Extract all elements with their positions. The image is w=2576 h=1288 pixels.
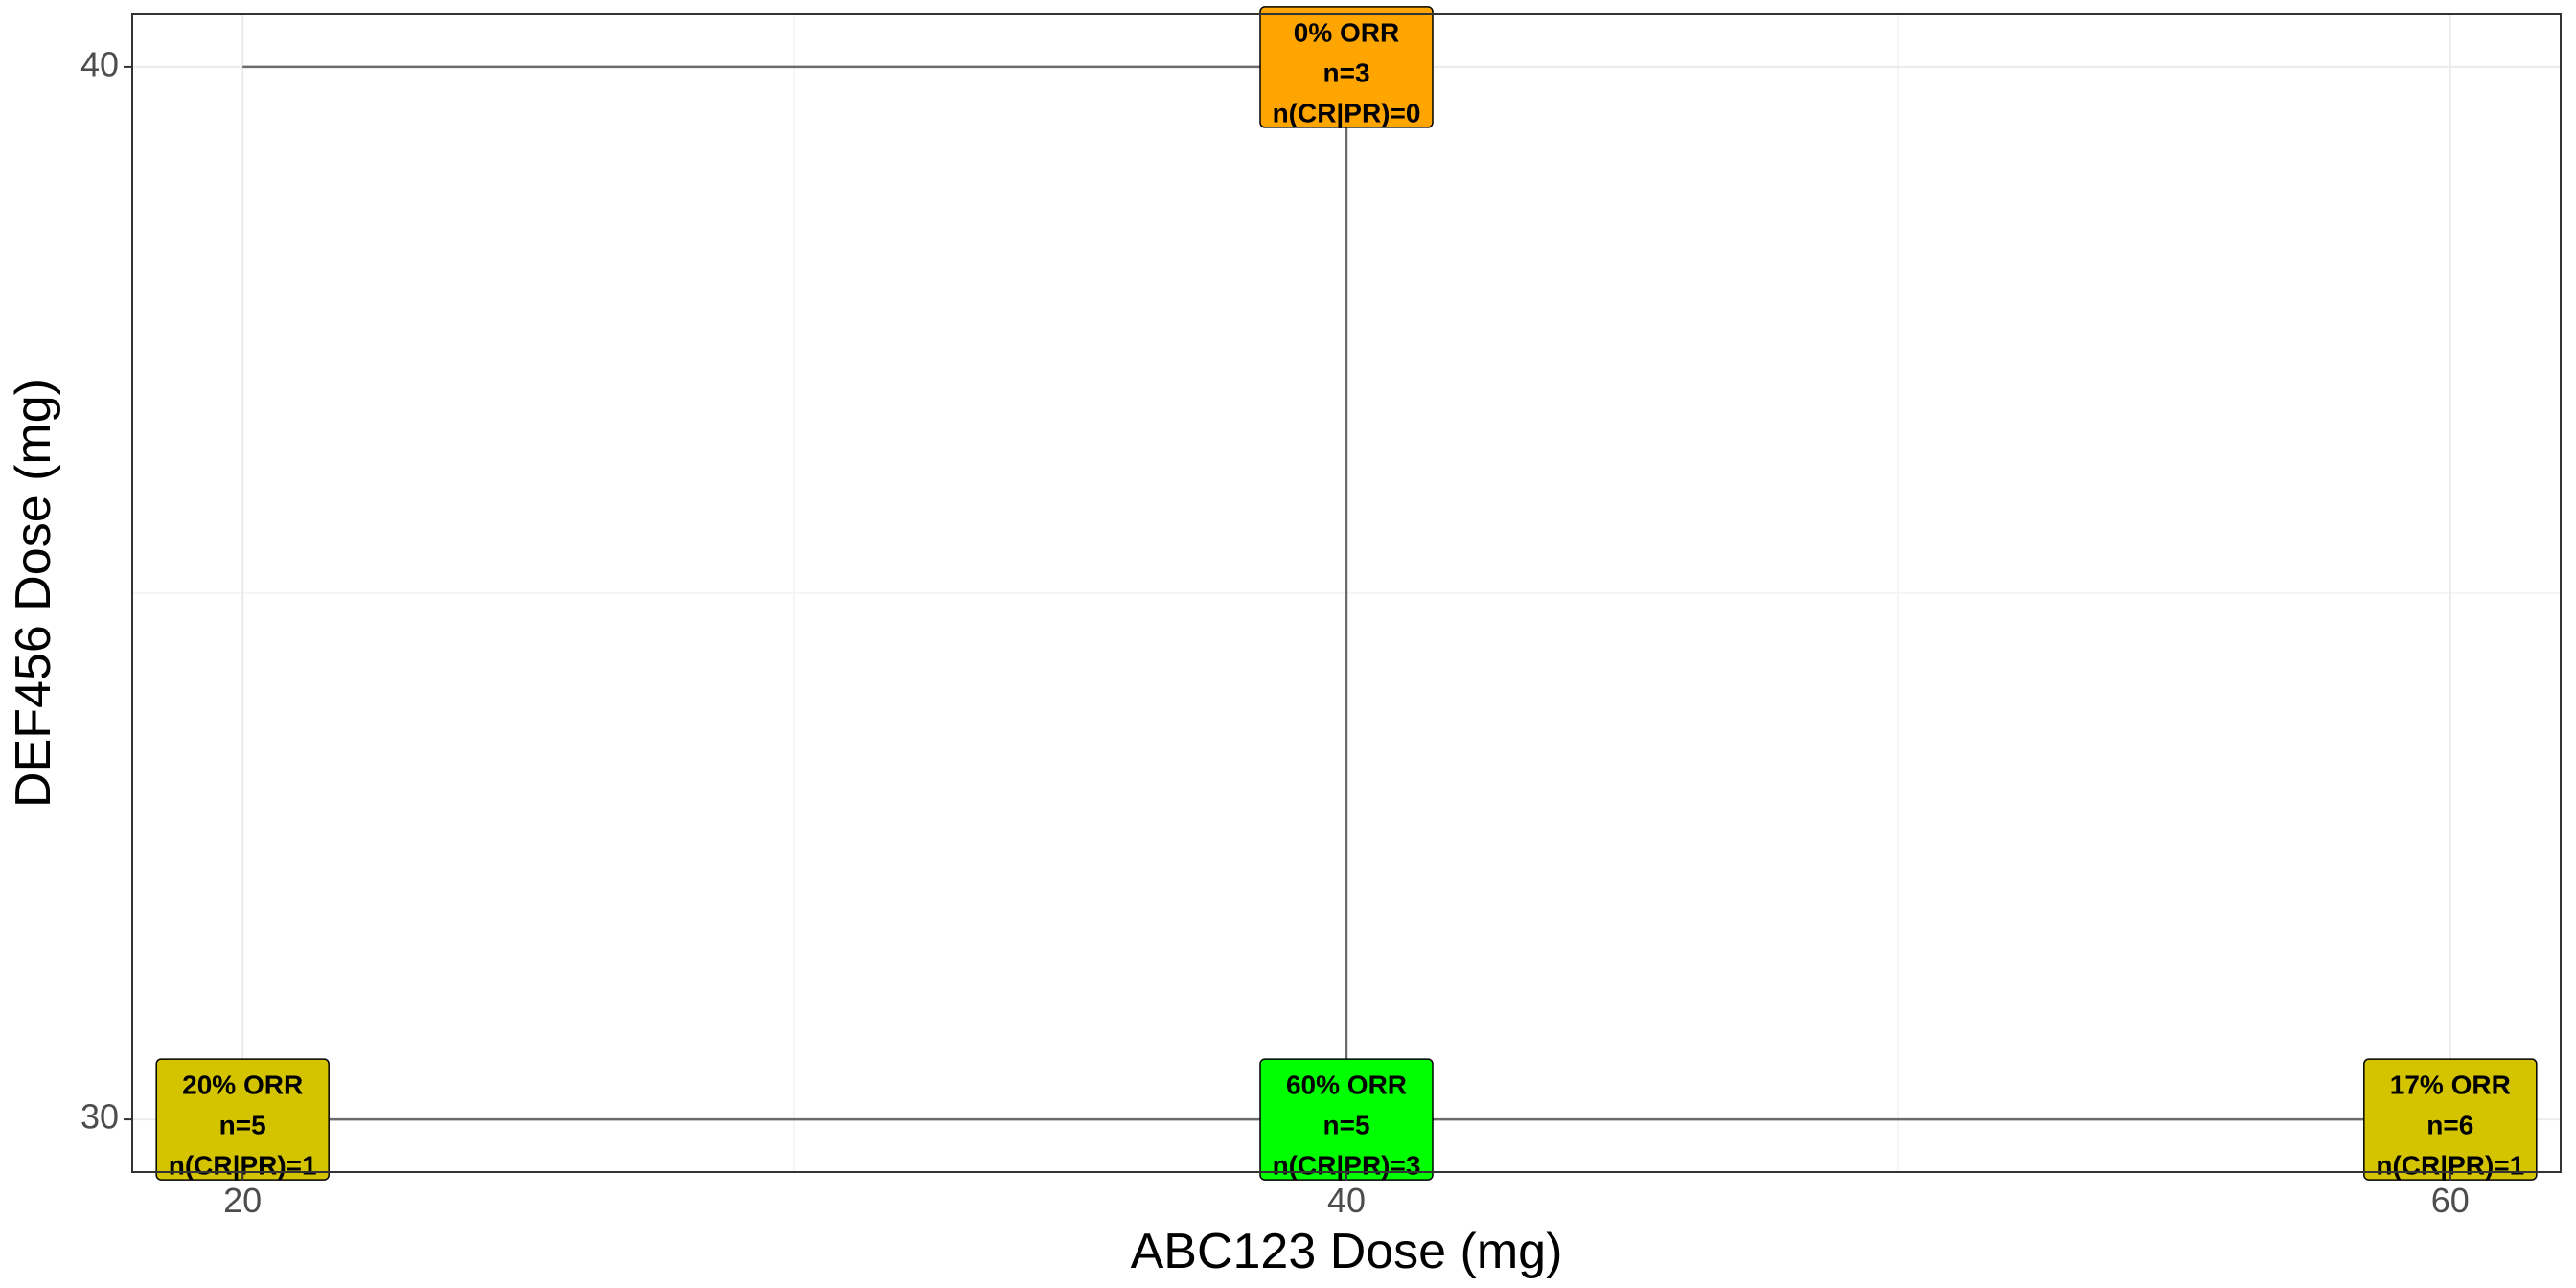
x-tick-label: 60 [2431,1181,2470,1220]
x-axis-title: ABC123 Dose (mg) [1131,1224,1563,1279]
x-tick-label: 20 [223,1181,262,1220]
data-label-n: n=5 [219,1110,266,1139]
data-label-n: n=3 [1322,58,1369,87]
data-label-orr: 20% ORR [182,1070,303,1099]
data-label-orr: 60% ORR [1286,1070,1407,1099]
data-label-responders: n(CR|PR)=0 [1273,98,1421,127]
y-tick-label: 40 [80,44,119,83]
y-tick-label: 30 [80,1097,119,1137]
data-label-n: n=6 [2426,1110,2473,1139]
data-label-box: 0% ORR n=3 n(CR|PR)=0 [1259,6,1434,128]
axis-ticks: 20 40 60 30 40 [80,44,2470,1220]
data-label-orr: 17% ORR [2390,1070,2511,1099]
y-axis-title: DEF456 Dose (mg) [6,379,61,808]
data-label-bg [1259,6,1434,128]
connection-lines [242,65,2450,1121]
data-label-n: n=5 [1322,1110,1369,1139]
x-tick-label: 40 [1327,1181,1366,1220]
data-label-orr: 0% ORR [1294,17,1399,47]
